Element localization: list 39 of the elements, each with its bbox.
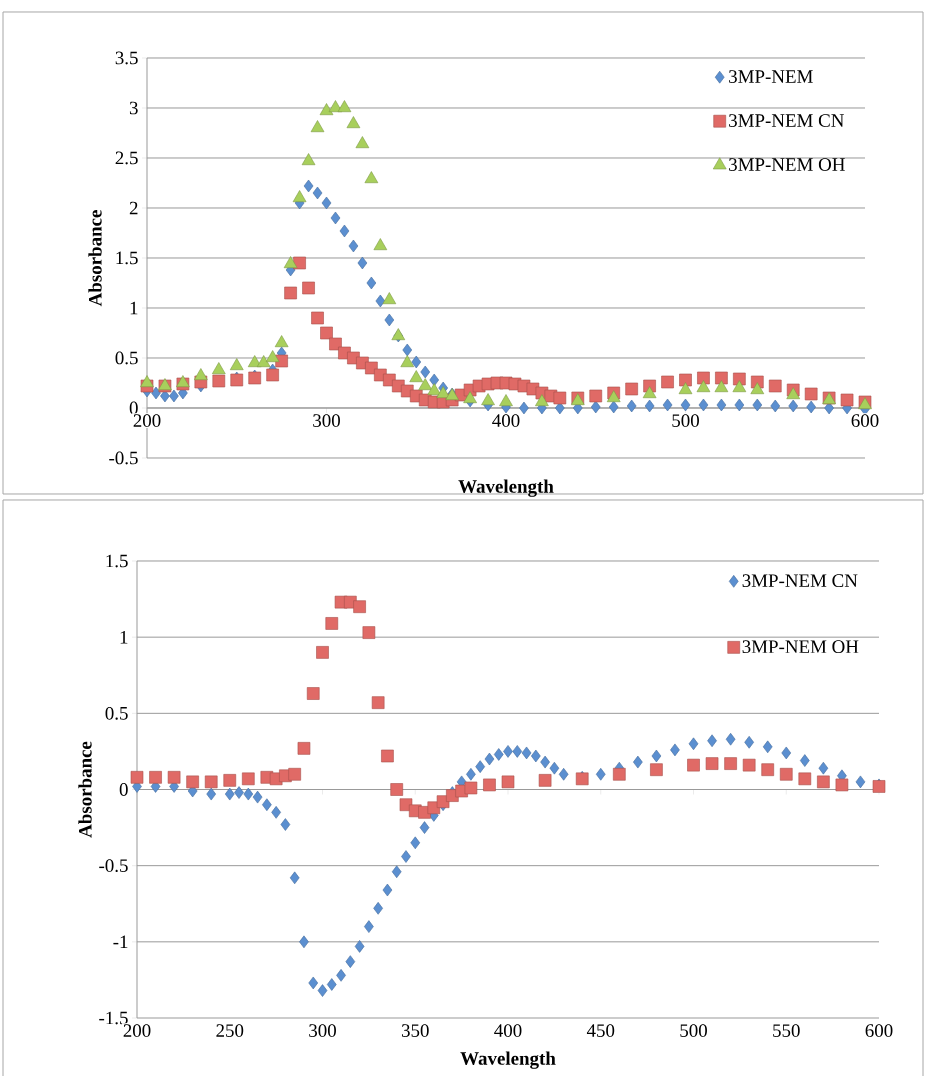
legend-label: 3MP-NEM CN (729, 114, 844, 127)
legend-label: 3MP-NEM OH (729, 158, 845, 171)
y-tick-label: -0.5 (109, 451, 138, 465)
y-tick-label: -1 (113, 935, 128, 949)
x-tick-label: 450 (586, 1024, 615, 1037)
y-tick-label: -1.5 (99, 1011, 128, 1025)
x-tick-label: 600 (865, 1024, 893, 1037)
y-tick-label: 1.5 (116, 251, 138, 265)
y-tick-label: 3.5 (115, 51, 138, 65)
x-axis-title: Wavelength (458, 479, 554, 497)
y-tick-label: 0.5 (105, 706, 128, 720)
y-tick-label: 2 (129, 201, 138, 215)
x-tick-label: 550 (773, 1024, 800, 1037)
y-tick-label: 1.5 (106, 554, 128, 568)
y-tick-label: 1 (130, 301, 138, 315)
y-axis-title: Absorbance (78, 741, 92, 838)
legend-label: 3MP-NEM (729, 70, 813, 83)
x-tick-label: 500 (672, 414, 699, 427)
y-tick-label: 3 (129, 101, 138, 115)
legend-label: 3MP-NEM OH (742, 640, 859, 654)
x-tick-label: 300 (313, 414, 340, 427)
x-tick-label: 400 (494, 1024, 522, 1037)
x-tick-label: 200 (123, 1024, 151, 1037)
x-tick-label: 350 (401, 1024, 429, 1037)
x-tick-label: 600 (851, 414, 879, 427)
x-tick-label: 250 (216, 1024, 244, 1037)
x-tick-label: 300 (309, 1024, 336, 1037)
y-tick-label: 1 (120, 630, 128, 644)
y-tick-label: -0.5 (99, 859, 128, 873)
x-tick-label: 200 (133, 414, 161, 427)
legend-label: 3MP-NEM CN (742, 574, 858, 588)
y-tick-label: 2.5 (115, 151, 138, 165)
y-tick-label: 0 (129, 401, 138, 415)
x-tick-label: 500 (680, 1024, 707, 1037)
y-tick-label: 0.5 (115, 351, 138, 365)
x-axis-title: Wavelength (460, 1051, 556, 1069)
y-tick-label: 0 (119, 783, 128, 796)
y-axis-title: Absorbance (88, 210, 102, 307)
x-tick-label: 400 (492, 414, 520, 427)
